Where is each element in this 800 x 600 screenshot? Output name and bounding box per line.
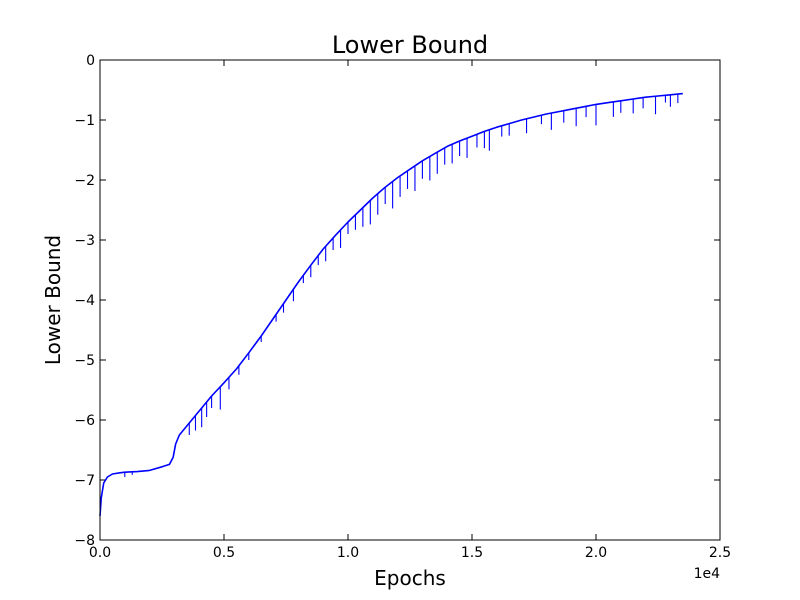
x-tick-label: 2.5 [709, 545, 731, 561]
y-tick-label: −7 [74, 473, 95, 489]
x-tick-label: 0.5 [213, 545, 235, 561]
y-axis-title: Lower Bound [41, 235, 65, 365]
x-tick-label: 2.0 [585, 545, 607, 561]
y-tick-label: −2 [74, 173, 95, 189]
chart-title: Lower Bound [332, 31, 488, 59]
x-tick-label: 0.0 [89, 545, 111, 561]
y-tick-label: −6 [74, 413, 95, 429]
y-tick-label: 0 [86, 53, 95, 69]
y-tick-label: −8 [74, 533, 95, 549]
x-tick-label: 1.5 [461, 545, 483, 561]
x-offset-label: 1e4 [694, 566, 721, 582]
y-tick-label: −1 [74, 113, 95, 129]
x-axis-title: Epochs [374, 566, 446, 590]
x-tick-label: 1.0 [337, 545, 359, 561]
plot-frame [99, 59, 721, 541]
y-tick-label: −5 [74, 353, 95, 369]
series-layer [99, 92, 683, 517]
x-axis: 0.0 0.5 1.0 1.5 2.0 2.5 [89, 60, 731, 561]
y-tick-label: −3 [74, 233, 95, 249]
plot-area [100, 60, 720, 540]
y-tick-label: −4 [74, 293, 95, 309]
